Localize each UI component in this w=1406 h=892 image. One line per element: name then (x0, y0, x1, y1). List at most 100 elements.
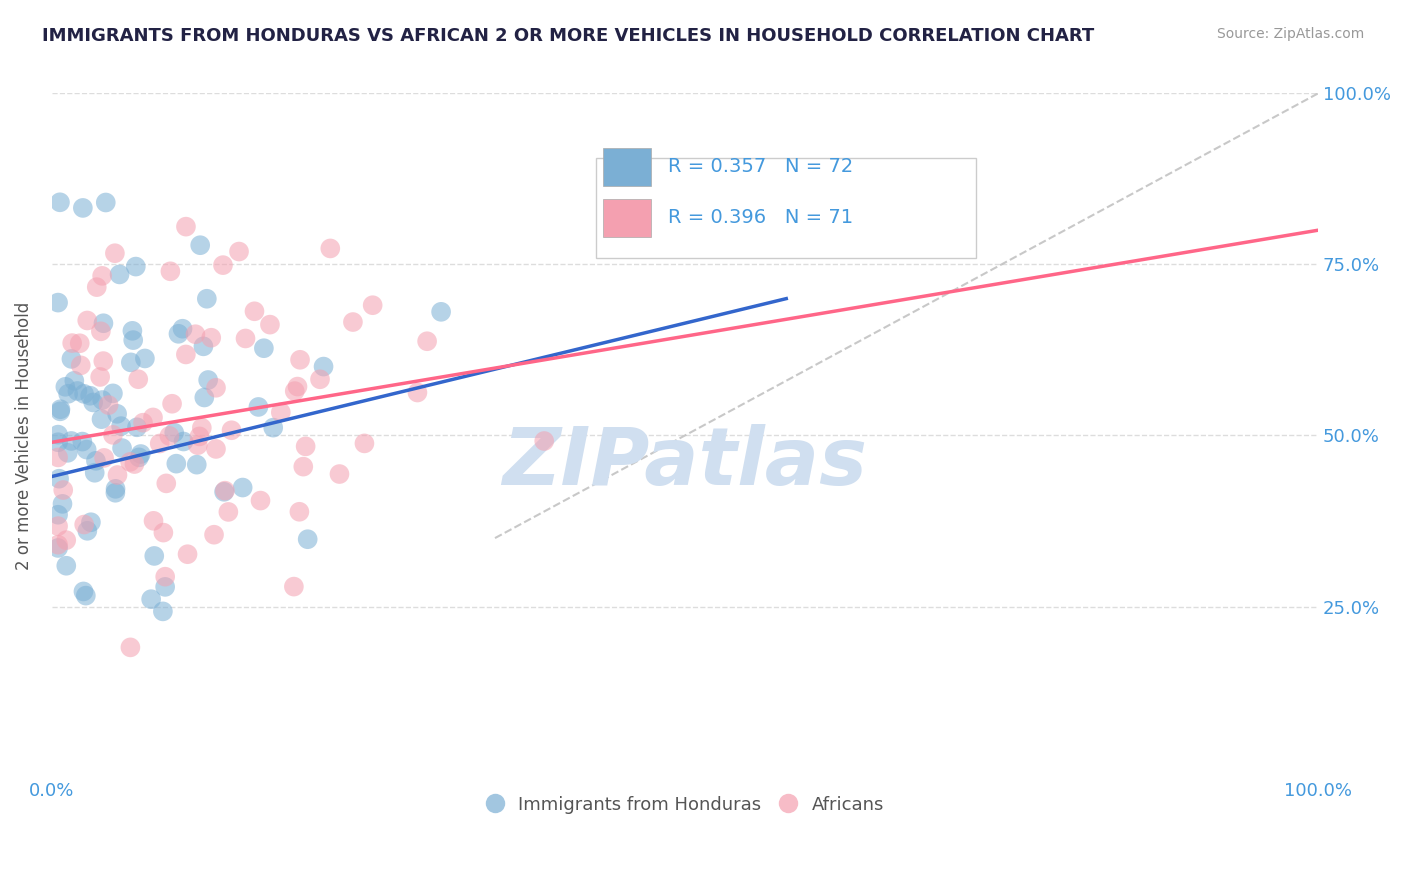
Point (212, 484, 235, 499)
Point (186, 458, 208, 472)
Point (73, 387, 96, 401)
Point (134, 351, 156, 366)
Point (46, 427, 69, 442)
Point (46, 508, 69, 522)
Point (91, 268, 114, 283)
Point (91, 354, 114, 368)
Point (187, 438, 209, 452)
Point (124, 457, 146, 471)
Point (141, 592, 163, 607)
Point (342, 315, 364, 329)
Point (72, 434, 94, 449)
Point (259, 318, 281, 332)
Point (284, 384, 307, 398)
Point (72, 201, 94, 215)
Point (142, 514, 165, 528)
Point (46, 295, 69, 310)
Point (90, 324, 112, 338)
Point (416, 334, 439, 349)
Point (153, 570, 176, 584)
Point (228, 244, 250, 259)
Point (174, 347, 197, 361)
Point (63, 374, 86, 388)
Point (89, 370, 111, 384)
Point (93, 450, 115, 465)
Point (46, 519, 69, 533)
Point (46, 435, 69, 450)
Point (128, 450, 150, 465)
Point (125, 260, 148, 274)
Point (361, 298, 384, 312)
Point (52, 483, 75, 497)
Point (406, 385, 429, 400)
Point (191, 421, 214, 435)
Point (176, 547, 198, 561)
Point (46, 538, 69, 552)
FancyBboxPatch shape (603, 148, 651, 186)
Point (90, 412, 112, 426)
Point (101, 386, 124, 401)
Text: R = 0.357   N = 72: R = 0.357 N = 72 (668, 157, 853, 176)
Point (288, 352, 311, 367)
Point (66, 384, 89, 398)
Point (120, 640, 142, 655)
Point (76, 442, 98, 457)
Point (49, 402, 72, 417)
Point (51, 497, 73, 511)
Point (193, 339, 215, 353)
Point (292, 459, 315, 474)
Point (188, 429, 211, 443)
Point (217, 505, 239, 519)
Point (93, 316, 115, 330)
Point (153, 580, 176, 594)
Point (195, 292, 218, 306)
Point (56, 386, 79, 401)
Point (80, 515, 103, 529)
Point (82, 395, 104, 409)
Point (243, 304, 266, 318)
Point (205, 381, 228, 395)
Point (160, 397, 183, 411)
Point (184, 327, 207, 342)
Point (157, 429, 180, 443)
Point (69, 359, 91, 373)
Point (143, 549, 166, 563)
Point (188, 238, 211, 252)
Point (328, 467, 350, 481)
Point (309, 372, 332, 386)
Point (111, 441, 134, 455)
Point (232, 481, 254, 495)
Point (49, 404, 72, 418)
Point (86, 280, 108, 294)
Text: R = 0.396   N = 71: R = 0.396 N = 71 (668, 209, 853, 227)
Point (60, 351, 83, 366)
Point (172, 322, 194, 336)
Point (249, 493, 271, 508)
Point (97, 398, 120, 412)
Point (79, 389, 101, 403)
FancyBboxPatch shape (596, 159, 976, 258)
Point (173, 434, 195, 449)
Point (53, 380, 76, 394)
Point (221, 423, 243, 437)
Point (76, 524, 98, 538)
Point (288, 505, 311, 519)
Point (533, 434, 555, 448)
Point (55, 558, 77, 573)
Point (94, 195, 117, 210)
Point (283, 580, 305, 594)
Point (104, 482, 127, 496)
Point (163, 425, 186, 440)
Point (193, 391, 215, 405)
Point (107, 468, 129, 483)
Point (262, 420, 284, 434)
Text: IMMIGRANTS FROM HONDURAS VS AFRICAN 2 OR MORE VEHICLES IN HOUSEHOLD CORRELATION : IMMIGRANTS FROM HONDURAS VS AFRICAN 2 OR… (42, 27, 1094, 45)
Point (235, 331, 257, 345)
Text: Source: ZipAtlas.com: Source: ZipAtlas.com (1216, 27, 1364, 41)
Point (247, 400, 270, 414)
Point (159, 264, 181, 278)
Point (353, 436, 375, 450)
Point (319, 242, 342, 256)
Point (101, 428, 124, 442)
Point (214, 483, 236, 498)
